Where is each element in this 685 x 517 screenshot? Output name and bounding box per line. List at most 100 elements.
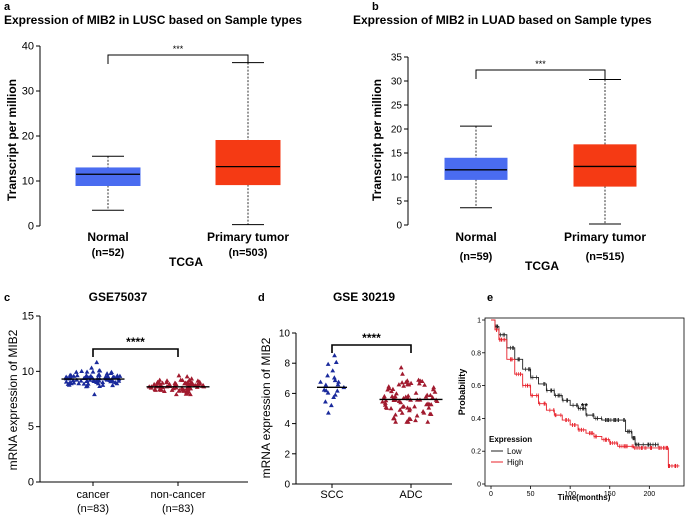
data-point xyxy=(393,419,399,424)
group-label: Primary tumor xyxy=(564,230,646,244)
y-tick-label: 10 xyxy=(22,176,34,188)
data-point xyxy=(96,372,102,377)
x-tick-label: ADC xyxy=(399,489,422,501)
data-point xyxy=(172,380,178,385)
x-axis-label: TCGA xyxy=(525,259,559,273)
data-point xyxy=(408,416,413,422)
axes: 0 0.2 0.4 0.6 0.8 1 0 50 100 150 200 xyxy=(471,317,685,498)
x-tick-label: SCC xyxy=(320,489,343,501)
y-tick-label: 0 xyxy=(284,480,290,491)
x-tick-label: 100 xyxy=(564,491,576,498)
significance-label: **** xyxy=(362,331,381,345)
data-point xyxy=(323,382,329,387)
panel-e: e Probability Time(months) 0 0.2 0.4 0.6 0.8… xyxy=(457,292,685,502)
box-tumor xyxy=(573,144,637,187)
y-tick-label: 0.6 xyxy=(471,383,481,390)
chart-title: GSE 30219 xyxy=(333,290,395,304)
legend-title: Expression xyxy=(489,435,532,444)
legend: Expression Low High xyxy=(489,435,532,467)
data-point xyxy=(419,378,425,384)
significance-annotation: ** xyxy=(581,401,589,411)
data-point xyxy=(79,368,85,373)
data-point xyxy=(394,391,399,396)
survival-curves xyxy=(491,319,680,468)
data-point xyxy=(416,381,422,386)
panel-letter: b xyxy=(372,1,379,13)
data-point xyxy=(393,412,398,417)
data-point xyxy=(422,382,427,387)
bracket-line xyxy=(475,69,606,79)
y-axis-label: Transcript per million xyxy=(5,79,19,201)
group-label: Normal xyxy=(87,230,128,244)
data-point xyxy=(94,377,100,382)
group-label: Primary tumor xyxy=(207,230,289,244)
data-point xyxy=(413,390,419,395)
significance-bracket: **** xyxy=(92,335,179,357)
legend-label: High xyxy=(507,458,523,467)
data-point xyxy=(171,386,176,391)
plot-frame xyxy=(484,317,685,487)
data-point xyxy=(94,359,100,365)
data-point xyxy=(430,395,435,400)
x-tick-label: non-cancer xyxy=(150,489,205,501)
y-axis-label: mRNA expression of MIB2 xyxy=(259,337,273,478)
axes: 0 10 20 30 40 Normal (n=52) Primary tumor (n=503… xyxy=(22,41,290,260)
box-normal xyxy=(75,167,141,186)
data-point xyxy=(428,392,433,398)
data-point xyxy=(185,388,191,393)
data-point xyxy=(386,385,392,391)
data-point xyxy=(382,402,388,407)
data-point xyxy=(104,371,110,376)
panel-letter: a xyxy=(4,1,11,13)
group-label: Normal xyxy=(455,230,496,244)
points xyxy=(316,353,443,424)
data-point xyxy=(92,391,97,397)
x-tick-label: 150 xyxy=(604,491,616,498)
data-point xyxy=(190,381,196,387)
legend-label: Low xyxy=(507,447,522,456)
data-point xyxy=(425,401,431,406)
data-point xyxy=(406,382,412,387)
data-point xyxy=(110,374,116,379)
data-point xyxy=(426,405,432,410)
data-point xyxy=(323,399,328,404)
data-point xyxy=(151,381,157,387)
data-point xyxy=(161,388,167,393)
y-tick-label: 0.8 xyxy=(471,350,481,357)
chart-title: Expression of MIB2 in LUSC based on Samp… xyxy=(4,13,302,27)
data-point xyxy=(91,378,97,383)
data-point xyxy=(427,411,433,416)
data-point xyxy=(185,381,191,386)
boxes xyxy=(444,79,637,225)
panel-d: d GSE 30219 mRNA expression of MIB2 0 2 4 6… xyxy=(258,290,452,501)
data-point xyxy=(399,410,405,415)
y-tick-label: 0 xyxy=(28,221,34,233)
data-point xyxy=(318,379,323,384)
data-point xyxy=(416,377,421,382)
group-n-label: (n=83) xyxy=(77,503,109,515)
x-axis-label: Time(months) xyxy=(558,493,611,502)
data-point xyxy=(325,410,331,415)
data-point xyxy=(157,377,163,382)
data-point xyxy=(401,383,407,388)
data-point xyxy=(86,375,92,380)
data-point xyxy=(108,377,114,383)
y-tick-label: 20 xyxy=(22,131,34,143)
bracket-line xyxy=(107,54,249,64)
data-point xyxy=(412,404,417,409)
data-point xyxy=(405,393,411,398)
panel-letter: e xyxy=(487,292,493,304)
data-point xyxy=(76,380,82,386)
group-n-label: (n=52) xyxy=(92,247,125,259)
data-point xyxy=(152,386,158,392)
chart-title: GSE75037 xyxy=(89,290,148,304)
panel-letter: d xyxy=(258,292,265,304)
data-point xyxy=(155,379,161,384)
x-tick-label: 200 xyxy=(643,491,655,498)
chart-title: Expression of MIB2 in LUAD based on Samp… xyxy=(353,13,652,27)
data-point xyxy=(197,381,203,386)
data-point xyxy=(400,404,405,409)
y-tick-label: 4 xyxy=(284,419,290,430)
survival-curve-high xyxy=(491,319,680,467)
